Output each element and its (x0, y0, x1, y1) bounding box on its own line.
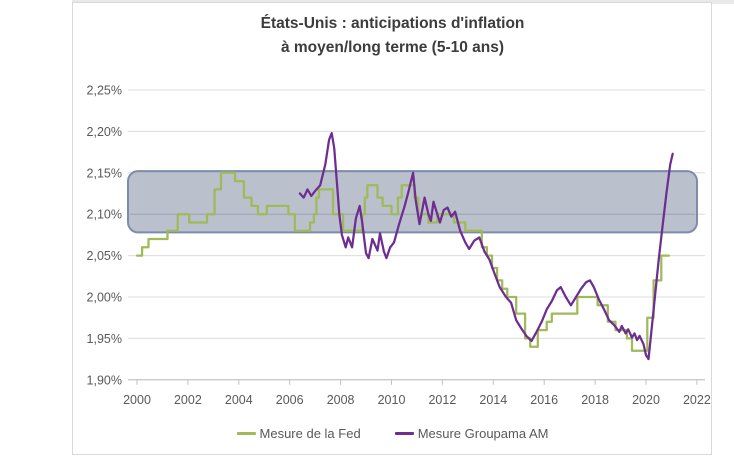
x-tick-label: 2012 (428, 393, 456, 407)
x-tick-label: 2002 (174, 393, 202, 407)
x-tick-label: 2006 (276, 393, 304, 407)
legend: Mesure de la Fed Mesure Groupama AM (73, 426, 712, 441)
groupama-line-swatch-icon (394, 432, 414, 435)
x-tick-label: 2010 (378, 393, 406, 407)
chart-title: États-Unis : anticipations d'inflation à… (73, 12, 712, 60)
y-tick-label: 2,15% (87, 166, 122, 180)
gridlines (128, 89, 705, 381)
legend-label-groupama: Mesure Groupama AM (417, 426, 549, 441)
series-fed-line (135, 171, 671, 352)
y-axis-labels: 2,25% 2,20% 2,15% 2,10% 2,05% 2,00% 1,95% 1,90% (87, 84, 122, 388)
x-axis-labels: 2000 2002 2004 2006 2008 2010 2012 2014 2016 2018… (123, 393, 711, 407)
x-tick-label: 2008 (327, 393, 355, 407)
x-tick-label: 2000 (123, 393, 151, 407)
y-tick-label: 2,25% (87, 84, 122, 98)
legend-label-fed: Mesure de la Fed (259, 426, 361, 441)
y-tick-label: 2,05% (87, 249, 122, 263)
y-tick-label: 1,90% (87, 373, 122, 387)
legend-item-groupama: Mesure Groupama AM (394, 426, 549, 441)
x-axis (128, 379, 705, 385)
x-tick-label: 2004 (225, 393, 253, 407)
y-tick-label: 2,20% (87, 125, 122, 139)
x-tick-label: 2014 (479, 393, 507, 407)
chart-title-line1: États-Unis : anticipations d'inflation (260, 15, 525, 32)
target-band (127, 170, 698, 234)
series-groupama-line (298, 131, 674, 361)
chart-title-line2: à moyen/long terme (5-10 ans) (280, 39, 505, 56)
x-tick-label: 2022 (683, 393, 711, 407)
x-tick-label: 2016 (530, 393, 558, 407)
y-tick-label: 2,00% (87, 291, 122, 305)
x-tick-label: 2018 (581, 393, 609, 407)
fed-line-swatch-icon (236, 432, 256, 435)
y-tick-label: 1,95% (87, 332, 122, 346)
x-tick-label: 2020 (632, 393, 660, 407)
legend-item-fed: Mesure de la Fed (236, 426, 361, 441)
y-tick-label: 2,10% (87, 208, 122, 222)
